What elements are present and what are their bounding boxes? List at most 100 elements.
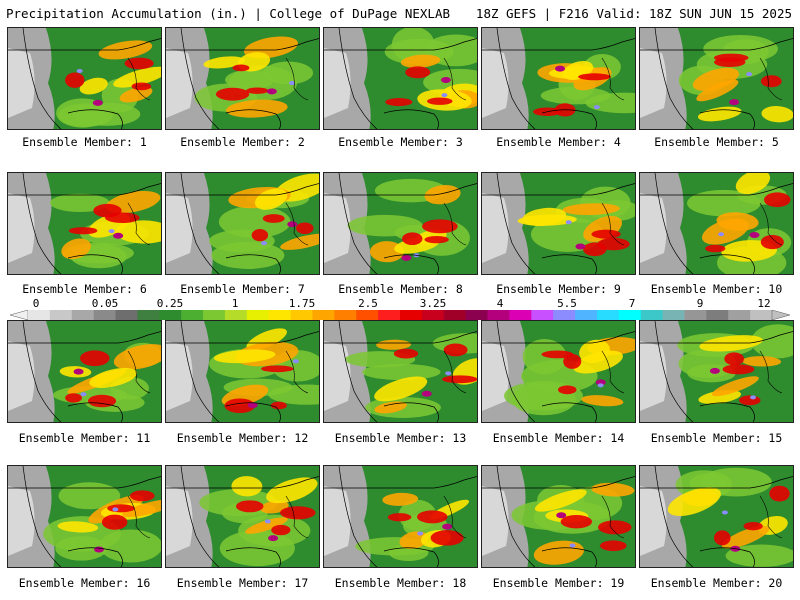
ensemble-member-map bbox=[7, 172, 162, 275]
precip-map bbox=[482, 321, 635, 422]
precip-heavy bbox=[713, 53, 749, 62]
precip-map bbox=[8, 28, 161, 129]
scale-swatch bbox=[203, 310, 226, 320]
precip-heavy bbox=[760, 234, 784, 250]
precip-heavy bbox=[427, 97, 453, 105]
precip-map bbox=[482, 466, 635, 567]
ensemble-member-map bbox=[639, 320, 794, 423]
gulf-coast-line bbox=[541, 109, 597, 129]
scale-swatch bbox=[553, 310, 576, 320]
ensemble-member-label: Ensemble Member: 9 bbox=[496, 282, 621, 296]
ensemble-member-map bbox=[481, 172, 636, 275]
precip-map bbox=[482, 28, 635, 129]
scale-swatch bbox=[356, 310, 379, 320]
gulf-coast-line bbox=[541, 254, 597, 274]
precip-moderate bbox=[424, 185, 461, 205]
very-dry-region bbox=[8, 341, 35, 411]
border-line bbox=[8, 38, 161, 51]
scale-swatch bbox=[596, 310, 620, 320]
precip-moderate bbox=[57, 521, 99, 533]
gulf-coast-line bbox=[225, 547, 281, 567]
precip-moderate bbox=[701, 218, 749, 245]
gulf-coast-line bbox=[383, 109, 439, 129]
gulf-coast-line bbox=[383, 402, 439, 422]
color-scale-bar bbox=[10, 310, 790, 320]
precip-heavy bbox=[424, 235, 449, 244]
state-line bbox=[601, 495, 625, 539]
state-line bbox=[601, 350, 625, 394]
precip-map bbox=[8, 321, 161, 422]
very-dry-region bbox=[8, 48, 35, 118]
precip-heavy bbox=[760, 75, 782, 88]
scale-swatch bbox=[93, 310, 117, 320]
run-info: 18Z GEFS | F216 Valid: 18Z SUN JUN 15 20… bbox=[475, 6, 792, 21]
state-line bbox=[759, 350, 783, 394]
precip-heavy bbox=[131, 82, 152, 91]
coast-line bbox=[22, 28, 62, 129]
border-line bbox=[324, 38, 477, 51]
border-line bbox=[8, 476, 161, 489]
precip-max bbox=[718, 232, 725, 237]
ensemble-member-label: Ensemble Member: 4 bbox=[496, 135, 621, 149]
precip-map bbox=[166, 173, 319, 274]
scale-swatch bbox=[662, 310, 685, 320]
very-dry-region bbox=[482, 193, 509, 263]
precip-map bbox=[640, 28, 793, 129]
gulf-coast-line bbox=[699, 109, 755, 129]
precip-moderate bbox=[245, 517, 288, 534]
gulf-coast-line bbox=[541, 547, 597, 567]
ensemble-member-label: Ensemble Member: 11 bbox=[18, 431, 151, 445]
scale-tick-label: 5.5 bbox=[557, 297, 577, 310]
very-dry-region bbox=[324, 341, 351, 411]
precip-max bbox=[112, 507, 119, 512]
precip-extreme bbox=[709, 367, 720, 374]
precip-map bbox=[8, 173, 161, 274]
scale-tick-label: 0.05 bbox=[91, 297, 119, 310]
scale-swatch bbox=[224, 310, 248, 320]
state-line bbox=[443, 495, 467, 539]
scale-swatch bbox=[509, 310, 532, 320]
precip-heavy bbox=[65, 72, 85, 88]
precip-moderate bbox=[113, 66, 161, 88]
very-dry-region bbox=[640, 193, 667, 263]
scale-min-arrow bbox=[10, 310, 29, 320]
coast-line bbox=[654, 28, 694, 129]
very-dry-region bbox=[640, 486, 667, 556]
precip-moderate bbox=[89, 367, 138, 388]
state-line bbox=[443, 350, 467, 394]
precip-heavy bbox=[101, 514, 128, 530]
ensemble-member-label: Ensemble Member: 20 bbox=[650, 576, 783, 590]
precip-heavy bbox=[393, 348, 419, 359]
precip-heavy bbox=[769, 485, 790, 502]
precip-max bbox=[108, 229, 115, 234]
precip-moderate bbox=[517, 214, 577, 226]
precip-extreme bbox=[113, 232, 124, 239]
precip-light bbox=[362, 363, 441, 381]
precip-moderate bbox=[122, 499, 161, 518]
coast-line bbox=[496, 321, 536, 422]
precip-moderate bbox=[254, 188, 288, 210]
scale-swatch bbox=[728, 310, 751, 320]
gulf-coast-line bbox=[225, 109, 281, 129]
border-line bbox=[166, 38, 319, 51]
border-line bbox=[166, 476, 319, 489]
precip-max bbox=[593, 105, 600, 110]
precip-moderate bbox=[115, 220, 161, 244]
ensemble-member-map bbox=[639, 172, 794, 275]
precip-heavy bbox=[65, 393, 82, 403]
scale-swatch bbox=[159, 310, 182, 320]
ensemble-member-label: Ensemble Member: 3 bbox=[338, 135, 463, 149]
scale-swatch bbox=[290, 310, 313, 320]
coast-line bbox=[496, 28, 536, 129]
precip-light bbox=[262, 61, 314, 85]
border-line bbox=[324, 476, 477, 489]
precip-light bbox=[686, 189, 761, 217]
precip-moderate bbox=[735, 173, 771, 194]
ensemble-member-map bbox=[323, 320, 478, 423]
very-dry-region bbox=[324, 193, 351, 263]
precip-moderate bbox=[562, 203, 620, 216]
ensemble-member-label: Ensemble Member: 6 bbox=[22, 282, 147, 296]
precip-heavy bbox=[764, 192, 791, 208]
precip-light bbox=[49, 193, 110, 213]
precip-moderate bbox=[79, 77, 108, 95]
